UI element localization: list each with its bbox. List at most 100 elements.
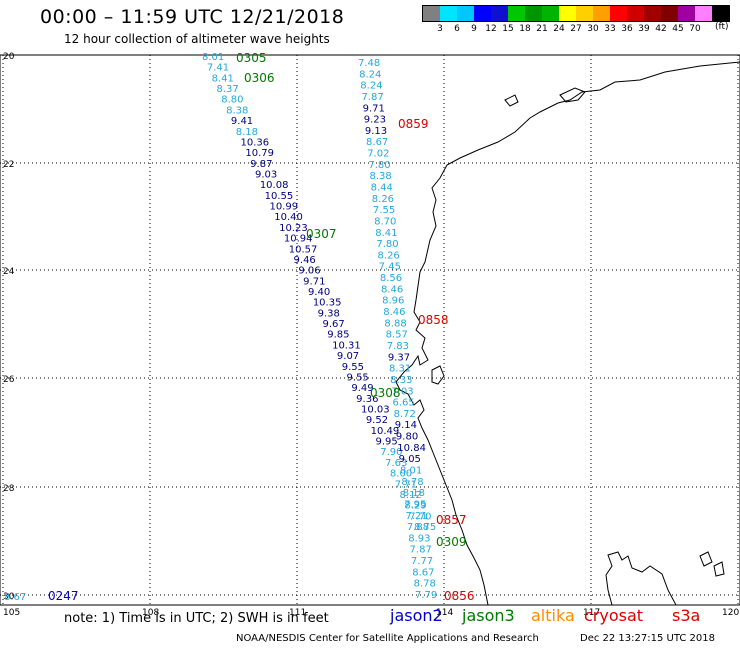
pass-time-label: 0308 [370,386,401,400]
legend-cryosat: cryosat [584,606,644,625]
wave-height-value: 8.78 [401,477,423,488]
wave-height-value: 9.71 [363,103,385,114]
scale-swatch [440,6,457,21]
wave-height-value: 9.38 [318,308,340,319]
scale-swatch [474,6,491,21]
wave-height-value: 9.14 [395,420,417,431]
pass-time-label: 0247 [48,589,79,603]
wave-height-value: 9.55 [347,372,369,383]
lat-label: 20 [3,52,15,62]
wave-height-value: 8.57 [386,330,408,341]
lon-label: 108 [142,608,159,618]
wave-height-value: 8.72 [394,409,416,420]
wave-height-color-scale: 3 6 9 12 15 18 21 24 27 30 33 36 39 42 45 70 (ft) [422,5,730,36]
wave-height-value: 6.65 [392,398,414,409]
wave-height-value: 7.02 [367,149,389,160]
satellite-tracks: 8.017.418.418.378.808.389.418.1810.3610.… [4,51,475,603]
wave-height-value: 8.46 [383,307,405,318]
coastline-east-island [559,87,586,103]
scale-label: 33 [604,24,616,34]
wave-height-value: 9.13 [365,126,387,137]
wave-height-value: 8.80 [221,95,243,106]
scale-label: 15 [502,24,514,34]
pass-time-label: 0859 [398,117,429,131]
wave-height-value: 8.31 [389,364,411,375]
wave-height-value: 7.87 [410,545,432,556]
wave-height-value: 8.26 [378,250,400,261]
scale-label: 3 [437,24,443,34]
wave-height-value: 8.41 [212,73,234,84]
wave-height-value: 8.41 [375,228,397,239]
scale-swatch [712,6,729,21]
lon-label: 120 [722,608,739,618]
coastline-taiwan [605,551,677,606]
wave-height-value: 8.70 [374,216,396,227]
wave-height-value: 7.83 [387,341,409,352]
scale-swatch [525,6,542,21]
wave-height-value: 9.41 [231,116,253,127]
wave-height-value: 8.56 [380,273,402,284]
wave-height-value: 8.24 [360,81,382,92]
wave-height-value: 10.23 [279,223,308,234]
wave-height-value: 10.55 [265,191,294,202]
pass-time-label: 0306 [244,71,275,85]
wave-height-value: 9.06 [298,266,320,277]
scale-swatch [423,6,440,21]
wave-height-value: 8.29 [404,501,426,512]
pass-time-label: 0305 [236,51,267,65]
wave-height-value: 8.26 [372,194,394,205]
legend-altika: altika [531,606,575,625]
wave-height-value: 10.03 [361,405,390,416]
scale-label: 9 [471,24,477,34]
scale-swatch [491,6,508,21]
scale-swatch [508,6,525,21]
axis-tick-labels: 20 22 24 26 28 30 105 108 111 114 117 120 [3,52,739,618]
wave-height-value: 8.67 [412,567,434,578]
wave-height-value: 9.49 [351,383,373,394]
coastline-small-island [504,94,519,107]
wave-height-value: 10.57 [289,244,318,255]
wave-height-value: 9.40 [308,287,330,298]
footer-credit: NOAA/NESDIS Center for Satellite Applica… [236,633,539,644]
wave-height-value: 8.67 [366,137,388,148]
legend-jason3: jason3 [462,606,515,625]
wave-height-value: 9.05 [399,454,421,465]
lat-label: 24 [3,267,15,277]
wave-height-value: 8.46 [381,284,403,295]
wave-height-value: 7.90 [380,447,402,458]
note-text: note: 1) Time is in UTC; 2) SWH is in fe… [64,611,329,626]
scale-label: 42 [655,24,667,34]
wave-height-value: 7.03 [391,386,413,397]
lat-label: 28 [3,484,15,494]
wave-height-value: 8.93 [408,533,430,544]
lon-label: 105 [3,608,20,618]
wave-height-value: 7.71 [395,479,417,490]
scale-label: 6 [454,24,460,34]
pass-time-label: 0856 [444,589,475,603]
coastline [395,61,740,606]
scale-swatch [457,6,474,21]
pass-time-label: 0858 [418,313,449,327]
wave-height-value: 10.31 [332,340,361,351]
wave-height-value: 7.80 [368,160,390,171]
wave-height-value: 9.80 [396,432,418,443]
lon-label: 117 [583,608,600,618]
map-frame [0,54,740,606]
wave-height-value: 8.78 [414,579,436,590]
wave-height-value: 8.44 [371,183,393,194]
wave-height-value: 8.67 [4,592,26,603]
wave-height-value: 9.87 [250,159,272,170]
wave-height-value: 9.37 [388,352,410,363]
wave-height-value: 8.75 [414,522,436,533]
scale-label: 39 [638,24,650,34]
legend-s3a: s3a [672,606,701,625]
wave-height-value: 7.77 [411,556,433,567]
map-subtitle: 12 hour collection of altimeter wave hei… [64,32,330,46]
wave-height-value: 9.23 [364,115,386,126]
wave-height-value: 10.99 [269,202,298,213]
wave-height-value: 8.33 [390,375,412,386]
wave-height-value: 8.12 [400,490,422,501]
wave-height-value: 10.08 [260,180,289,191]
scale-swatch [661,6,678,21]
